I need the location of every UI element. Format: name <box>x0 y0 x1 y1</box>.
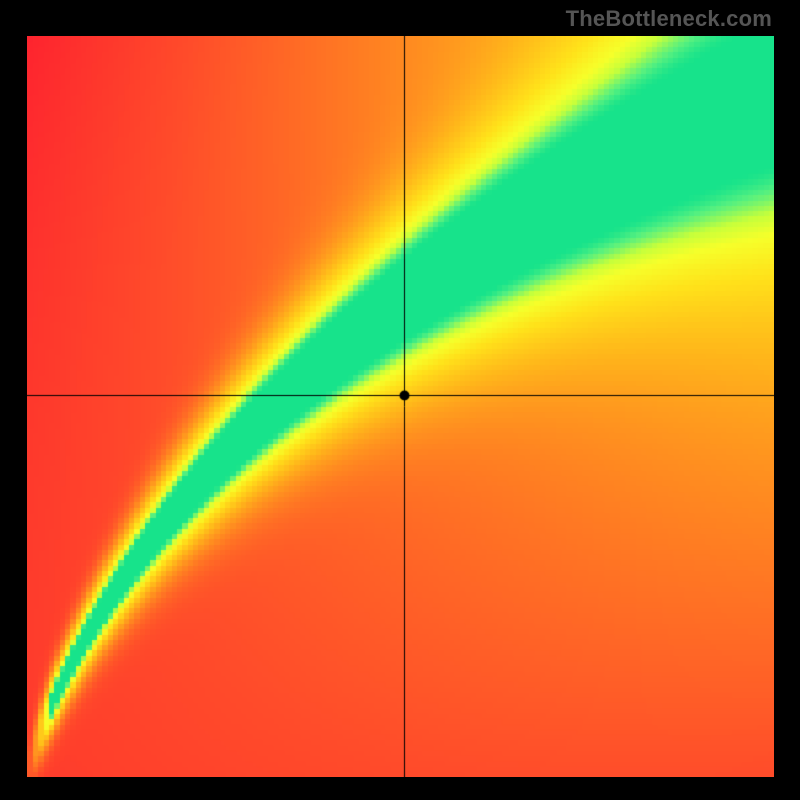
heatmap-canvas <box>27 36 774 777</box>
chart-container: { "watermark": { "text": "TheBottleneck.… <box>0 0 800 800</box>
watermark-text: TheBottleneck.com <box>566 6 772 32</box>
